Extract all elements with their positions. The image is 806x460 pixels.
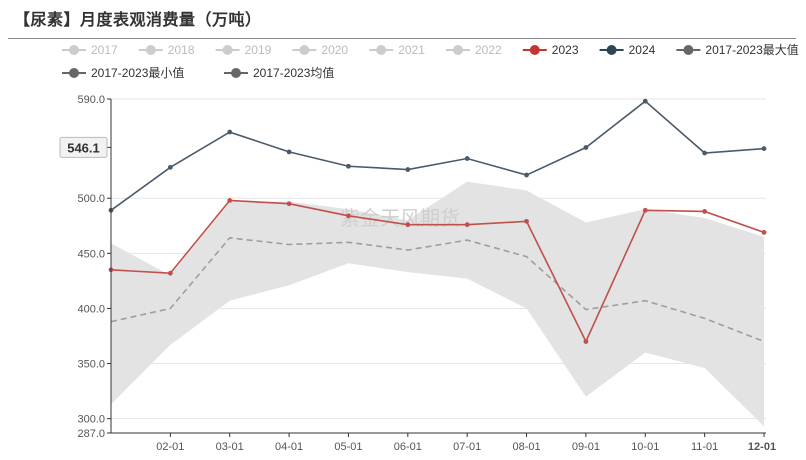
y-tick-label: 400.0 [77, 303, 105, 315]
y-tick-label: 450.0 [77, 248, 105, 260]
series-avg-line [110, 237, 765, 343]
point-2023-05-01 [346, 213, 351, 219]
legend-label: 2020 [321, 43, 348, 57]
legend-item-2022[interactable]: 2022 [446, 43, 502, 57]
legend-item-2017-2023最大值[interactable]: 2017-2023最大值 [676, 42, 799, 57]
axes: 590.0 500.0 450.0 400.0 350.0 300.0 287.0 546.1… [59, 94, 776, 453]
legend-item-2018[interactable]: 2018 [138, 43, 195, 57]
legend-item-2020[interactable]: 2020 [292, 43, 348, 57]
x-tick-label: 02-01 [156, 441, 184, 453]
legend-marker [606, 45, 617, 55]
legend-label: 2023 [552, 43, 579, 57]
hover-value-box [59, 136, 108, 158]
legend: 2017 2018 2019 2020 2021 2022 2023 2024 2017-202… [62, 42, 799, 80]
point-2024-12-01 [761, 146, 767, 152]
legend-item-2017-2023最小值[interactable]: 2017-2023最小值 [62, 65, 184, 80]
legend-item-2024[interactable]: 2024 [599, 43, 656, 57]
point-2023-02-01 [167, 270, 173, 276]
legend-marker [69, 68, 79, 78]
point-2024-10-01 [642, 98, 648, 104]
point-2023-10-01 [642, 207, 648, 213]
legend-marker [299, 45, 310, 55]
point-2024-11-01 [702, 150, 708, 156]
x-tick-label: 05-01 [334, 441, 362, 453]
legend-label: 2017-2023最小值 [91, 65, 184, 80]
point-2023-07-01 [464, 222, 470, 228]
series-2024-line [110, 100, 765, 211]
legend-label: 2017 [91, 43, 118, 57]
point-2023-08-01 [524, 218, 529, 224]
point-2024-02-01 [167, 164, 173, 170]
y-tick-label: 300.0 [77, 414, 105, 426]
title-divider [8, 38, 796, 39]
legend-item-2017-2023均值[interactable]: 2017-2023均值 [224, 65, 334, 80]
x-tick-label: 07-01 [453, 441, 481, 453]
x-tick-label: 11-01 [691, 441, 718, 453]
legend-marker [145, 45, 156, 55]
point-2024-03-01 [227, 129, 233, 135]
legend-label: 2024 [629, 43, 656, 57]
point-2024-06-01 [405, 167, 411, 172]
point-2023-04-01 [286, 201, 292, 207]
y-tick-label: 287.0 [77, 428, 105, 440]
legend-label: 2017-2023均值 [253, 65, 334, 80]
y-tick-label: 590.0 [77, 94, 105, 106]
legend-item-2021[interactable]: 2021 [369, 43, 425, 57]
point-2023-06-01 [405, 222, 411, 228]
hover-value-label: 546.1 [67, 140, 100, 155]
x-tick-label: 04-01 [275, 441, 303, 453]
series-2023-line [110, 199, 765, 344]
point-2023-12-01 [761, 229, 767, 235]
legend-item-2017[interactable]: 2017 [62, 43, 118, 57]
range-band [111, 181, 764, 427]
series-lines [108, 98, 767, 344]
legend-marker [69, 45, 79, 55]
x-tick-label: 12-01 [748, 441, 776, 453]
x-tick-label: 09-01 [572, 441, 600, 453]
chart-title: 【尿素】月度表观消费量（万吨） [14, 12, 262, 29]
point-2024-09-01 [583, 145, 589, 150]
point-2023-11-01 [702, 209, 708, 214]
legend-label: 2019 [245, 43, 272, 57]
x-tick-label: 08-01 [512, 441, 540, 453]
legend-label: 2017-2023最大值 [705, 42, 798, 57]
y-tick-label: 350.0 [77, 359, 105, 371]
legend-marker [453, 45, 463, 55]
legend-marker [231, 68, 241, 78]
legend-marker [683, 45, 694, 55]
point-2024-07-01 [464, 156, 470, 161]
point-2024-08-01 [524, 172, 529, 178]
max-min-band [111, 181, 764, 427]
x-tick-label: 06-01 [394, 441, 422, 453]
legend-marker [376, 45, 387, 55]
y-tick-label: 500.0 [77, 193, 105, 205]
point-2023-03-01 [227, 198, 233, 203]
legend-item-2019[interactable]: 2019 [215, 43, 272, 57]
legend-label: 2018 [168, 43, 195, 57]
point-2023-09-01 [583, 339, 589, 344]
x-tick-label: 10-01 [631, 441, 659, 453]
legend-marker [529, 45, 540, 55]
point-2024-04-01 [286, 149, 292, 155]
legend-label: 2022 [475, 43, 502, 57]
legend-item-2023[interactable]: 2023 [522, 43, 579, 57]
x-tick-label: 03-01 [216, 441, 244, 453]
legend-label: 2021 [398, 43, 425, 57]
point-2024-05-01 [346, 163, 351, 169]
legend-marker [222, 45, 233, 55]
